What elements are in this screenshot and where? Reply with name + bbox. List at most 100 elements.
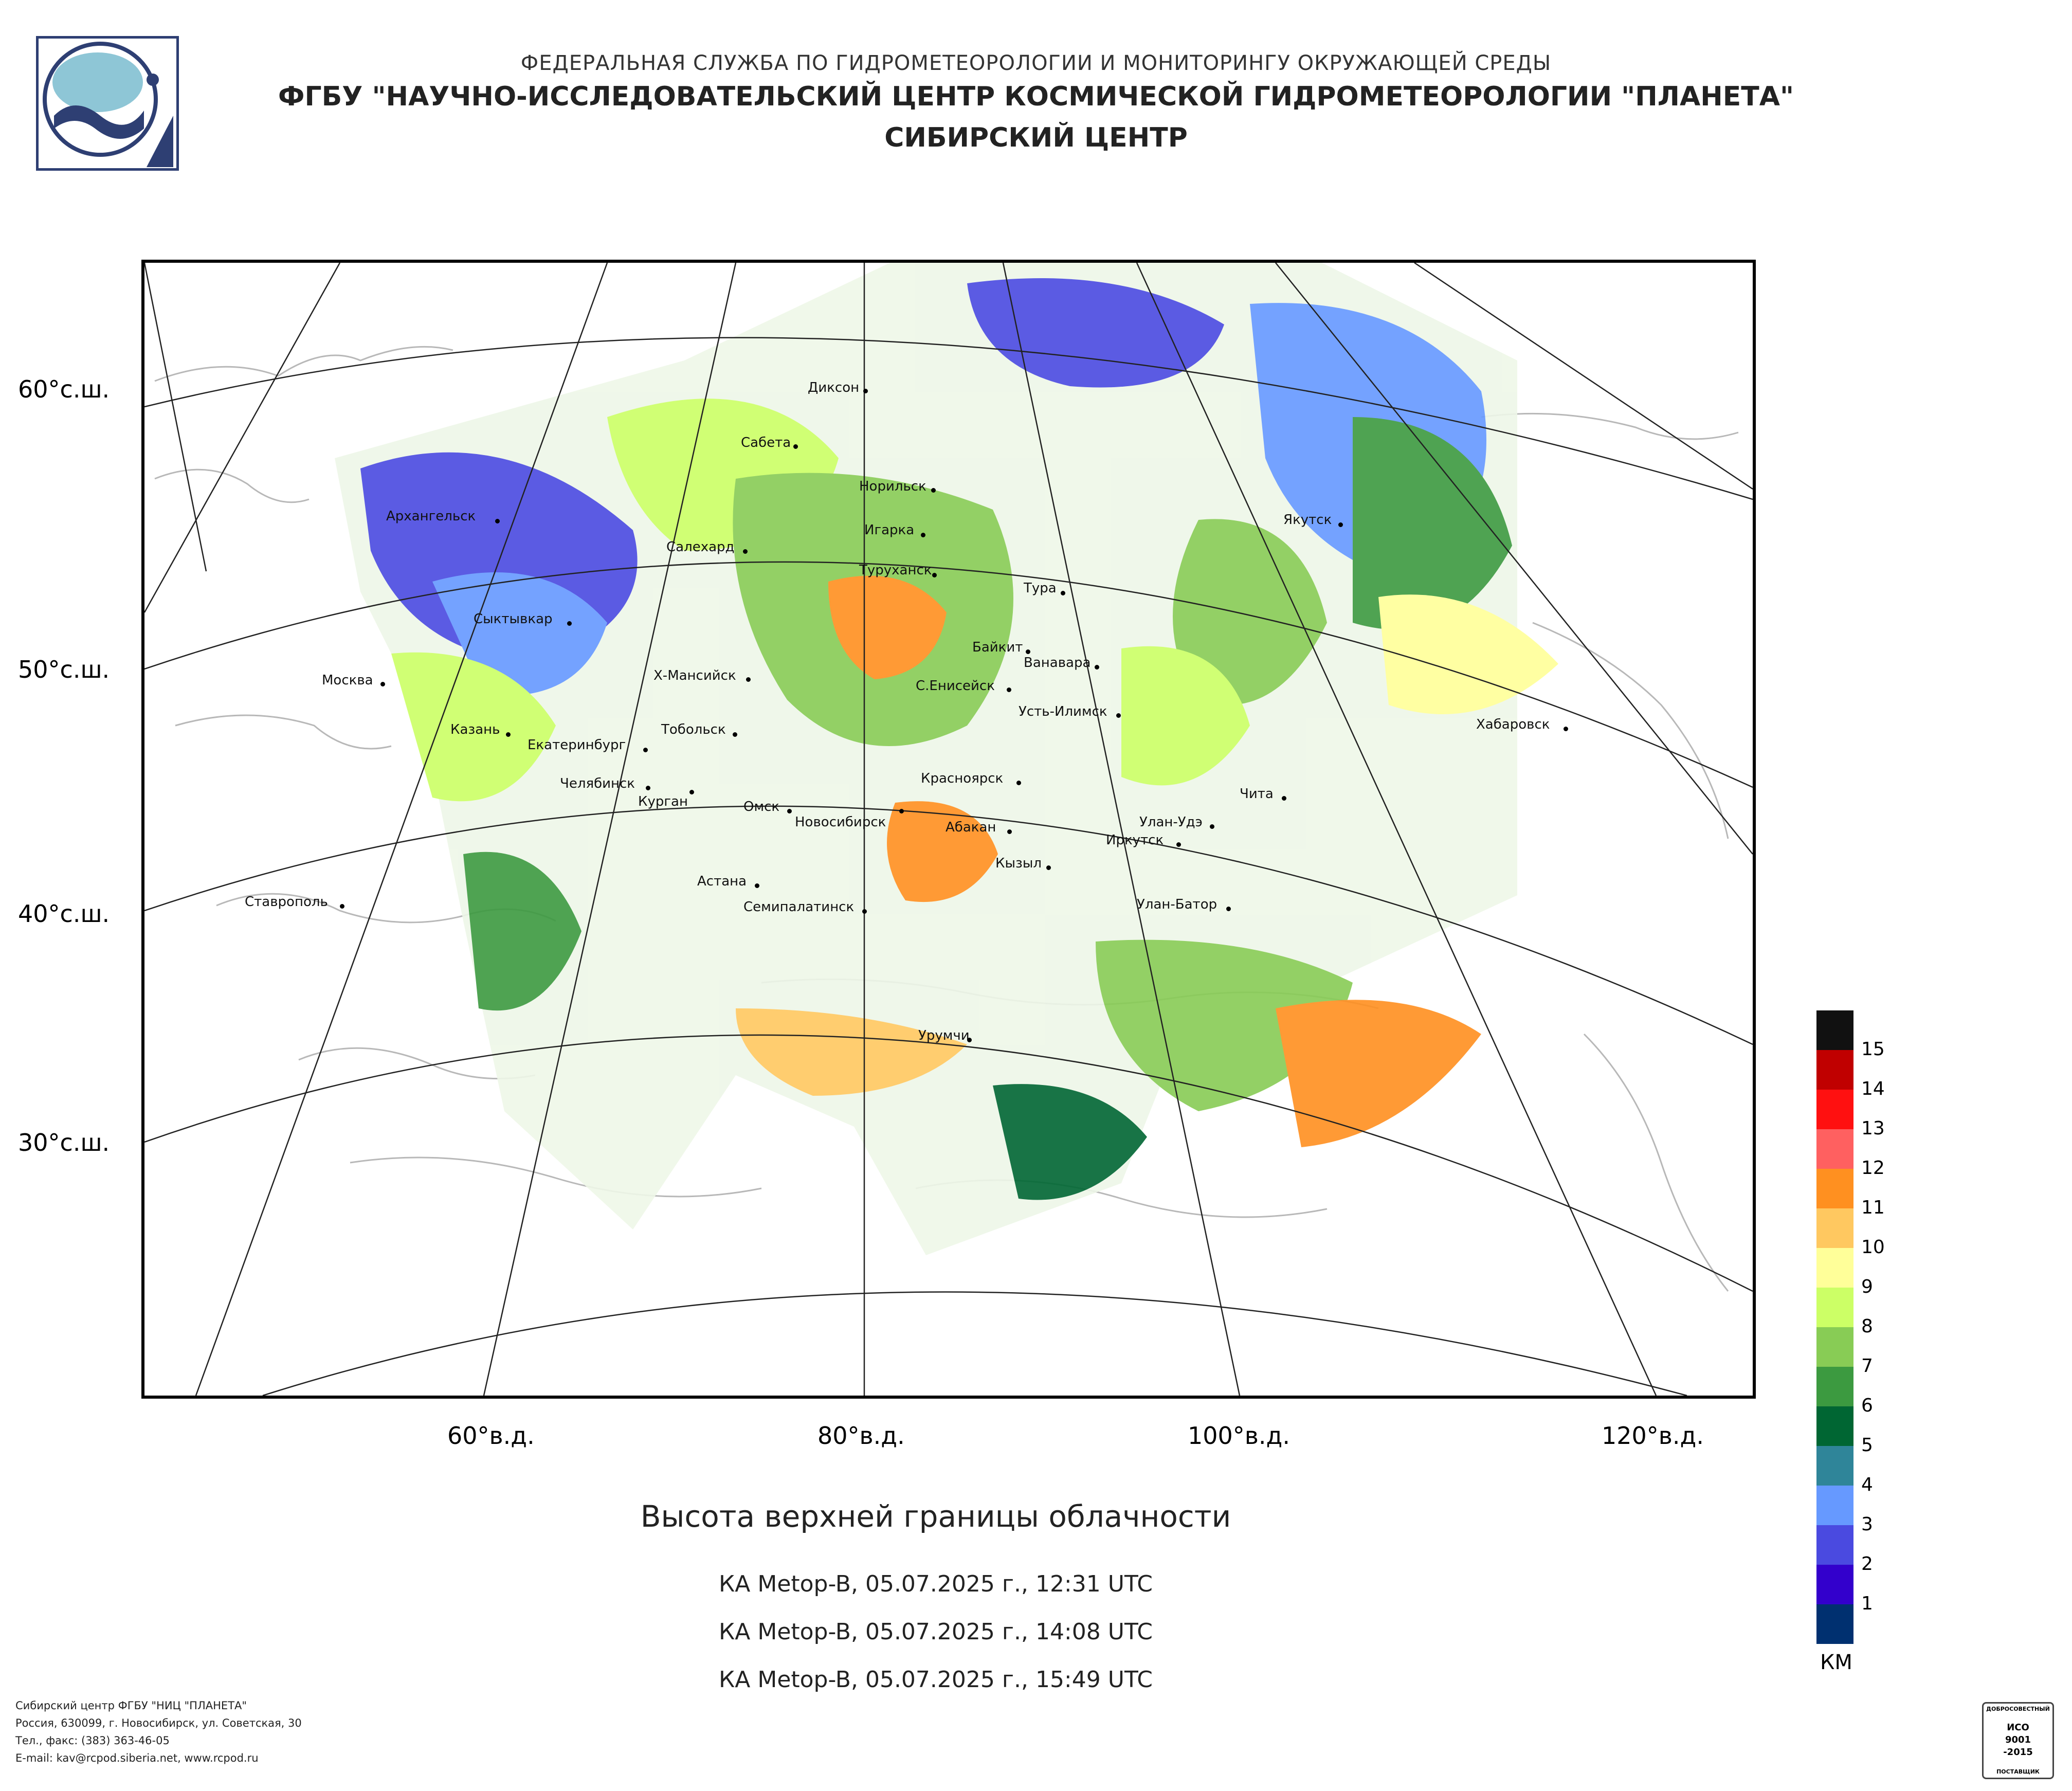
city-label: Екатеринбург: [528, 737, 626, 753]
legend-swatch: [1816, 1169, 1853, 1208]
city-marker: [755, 883, 759, 888]
city-label: Усть-Илимск: [1019, 704, 1107, 719]
product-title: Высота верхней границы облачности: [640, 1499, 1231, 1534]
city-label: Челябинск: [560, 776, 635, 791]
city-label: Красноярск: [921, 771, 1004, 786]
city-marker: [689, 790, 694, 794]
city-marker: [1210, 824, 1214, 829]
city-label: С.Енисейск: [916, 678, 995, 694]
city-label: Байкит: [972, 640, 1023, 655]
city-label: Сыктывкар: [474, 611, 553, 627]
legend-label: 14: [1861, 1078, 1885, 1099]
city-label: Казань: [450, 722, 500, 737]
latitude-label: 40°с.ш.: [18, 900, 110, 928]
organization-logo: [36, 36, 179, 171]
legend-swatch: [1816, 1208, 1853, 1248]
city-label: Москва: [322, 673, 373, 688]
cloud-top-height-map: Диксон Сабета Норильск Игарка Архангельс…: [141, 260, 1756, 1399]
institute-name: ФГБУ "НАУЧНО-ИССЛЕДОВАТЕЛЬСКИЙ ЦЕНТР КОС…: [278, 81, 1794, 112]
legend-label: 4: [1861, 1474, 1873, 1495]
city-label: Абакан: [946, 820, 996, 835]
city-label: Ставрополь: [245, 894, 328, 910]
city-label: Улан-Удэ: [1139, 815, 1203, 830]
city-marker: [340, 904, 344, 909]
legend-swatch: [1816, 1050, 1853, 1090]
city-marker: [1564, 727, 1568, 731]
legend-swatch: [1816, 1010, 1853, 1050]
city-label: Курган: [638, 794, 688, 809]
longitude-label: 100°в.д.: [1188, 1422, 1290, 1450]
city-marker: [506, 732, 511, 737]
legend-swatch: [1816, 1327, 1853, 1367]
latitude-label: 50°с.ш.: [18, 656, 110, 683]
legend-swatch: [1816, 1129, 1853, 1169]
city-marker: [1007, 688, 1011, 692]
legend-label: 12: [1861, 1157, 1885, 1179]
legend-label: 15: [1861, 1039, 1885, 1060]
longitude-label: 120°в.д.: [1602, 1422, 1704, 1450]
map-canvas: [144, 263, 1753, 1396]
city-marker: [967, 1038, 972, 1042]
city-marker: [932, 573, 937, 577]
legend-label: 13: [1861, 1118, 1885, 1139]
city-marker: [1338, 522, 1343, 527]
city-label: Норильск: [859, 479, 926, 494]
legend-swatch: [1816, 1486, 1853, 1525]
legend-swatch: [1816, 1090, 1853, 1129]
legend-label: 5: [1861, 1435, 1873, 1456]
latitude-label: 60°с.ш.: [18, 375, 110, 403]
legend-label: 9: [1861, 1276, 1873, 1297]
legend-swatch: [1816, 1446, 1853, 1486]
city-marker: [787, 809, 792, 813]
city-label: Х-Мансийск: [653, 668, 736, 683]
longitude-label: 60°в.д.: [447, 1422, 535, 1450]
city-marker: [495, 519, 500, 523]
city-marker: [646, 786, 650, 790]
iso-certificate-badge: ДОБРОСОВЕСТНЫЙ ИСО 9001 -2015 ПОСТАВЩИК: [1982, 1702, 2054, 1779]
city-label: Урумчи: [918, 1028, 970, 1043]
footer-line: Сибирский центр ФГБУ "НИЦ "ПЛАНЕТА": [15, 1699, 247, 1712]
city-label: Игарка: [864, 522, 915, 538]
footer-line: E-mail: kav@rcpod.siberia.net, www.rcpod…: [15, 1752, 259, 1764]
satellite-pass: КА Metop-B, 05.07.2025 г., 12:31 UTC: [719, 1571, 1153, 1597]
city-marker: [743, 549, 748, 554]
legend-units: КМ: [1820, 1651, 1852, 1674]
city-marker: [1226, 907, 1231, 911]
legend-swatch: [1816, 1367, 1853, 1406]
color-legend: [1816, 1010, 1853, 1644]
legend-swatch: [1816, 1288, 1853, 1327]
city-label: Кызыл: [995, 856, 1042, 871]
city-marker: [746, 677, 751, 682]
city-marker: [1176, 842, 1181, 847]
city-label: Иркутск: [1106, 833, 1164, 848]
contact-info: Сибирский центр ФГБУ "НИЦ "ПЛАНЕТА" Росс…: [15, 1697, 302, 1767]
city-label: Сабета: [741, 435, 791, 450]
city-marker: [1095, 665, 1099, 670]
city-marker: [931, 488, 936, 493]
legend-label: 2: [1861, 1553, 1873, 1575]
city-marker: [1007, 829, 1012, 834]
city-marker: [1061, 591, 1065, 595]
legend-label: 6: [1861, 1395, 1873, 1416]
city-label: Тура: [1024, 581, 1057, 596]
footer-line: Россия, 630099, г. Новосибирск, ул. Сове…: [15, 1717, 302, 1729]
city-label: Тобольск: [661, 722, 726, 737]
legend-swatch: [1816, 1525, 1853, 1565]
city-label: Чита: [1240, 786, 1274, 802]
city-label: Ванавара: [1024, 655, 1091, 671]
city-marker: [921, 533, 925, 537]
city-label: Астана: [697, 874, 747, 889]
city-label: Якутск: [1283, 512, 1332, 528]
city-marker: [1026, 649, 1030, 654]
city-marker: [1046, 865, 1051, 870]
city-marker: [733, 732, 737, 737]
city-marker: [862, 909, 867, 914]
city-label: Салехард: [666, 539, 735, 555]
city-label: Улан-Батор: [1137, 897, 1217, 912]
legend-label: 11: [1861, 1197, 1885, 1218]
city-label: Омск: [743, 799, 780, 815]
legend-label: 1: [1861, 1593, 1873, 1614]
agency-name: ФЕДЕРАЛЬНАЯ СЛУЖБА ПО ГИДРОМЕТЕОРОЛОГИИ …: [520, 51, 1552, 75]
city-marker: [1116, 713, 1121, 718]
longitude-label: 80°в.д.: [817, 1422, 905, 1450]
